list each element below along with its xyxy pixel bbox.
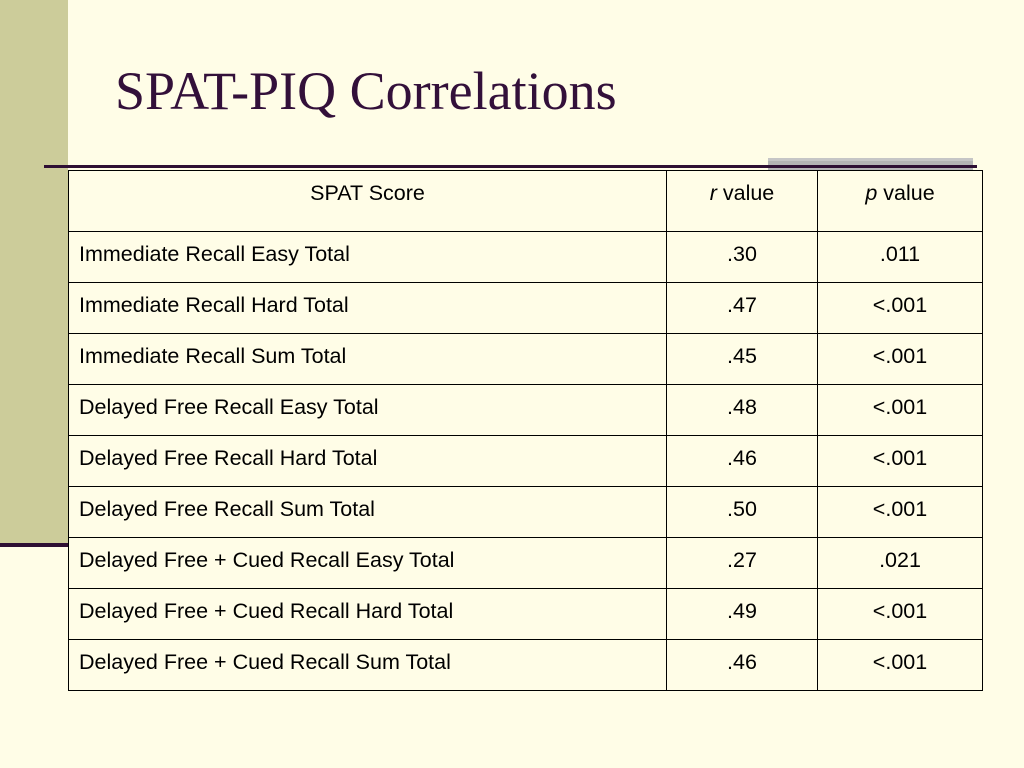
table-row: Delayed Free + Cued Recall Hard Total .4… [68,588,983,640]
r-value-cell: .48 [666,384,818,436]
table-row: Delayed Free + Cued Recall Sum Total .46… [68,639,983,691]
score-cell: Delayed Free + Cued Recall Easy Total [68,537,667,589]
table-row: Delayed Free Recall Hard Total .46 <.001 [68,435,983,487]
p-suffix: value [877,181,935,205]
table-row: Delayed Free + Cued Recall Easy Total .2… [68,537,983,589]
p-value-cell: <.001 [817,282,983,334]
r-value-cell: .46 [666,639,818,691]
table-row: Immediate Recall Easy Total .30 .011 [68,231,983,283]
score-cell: Delayed Free Recall Easy Total [68,384,667,436]
table-row: Delayed Free Recall Easy Total .48 <.001 [68,384,983,436]
header-r-value: r value [666,170,818,232]
score-cell: Delayed Free + Cued Recall Hard Total [68,588,667,640]
header-p-value: p value [817,170,983,232]
r-value-cell: .30 [666,231,818,283]
p-value-cell: <.001 [817,435,983,487]
r-symbol: r [709,181,717,205]
correlations-table: SPAT Score r value p value Immediate Rec… [68,170,983,691]
r-value-cell: .47 [666,282,818,334]
table-row: Immediate Recall Hard Total .47 <.001 [68,282,983,334]
r-value-cell: .50 [666,486,818,538]
score-cell: Delayed Free + Cued Recall Sum Total [68,639,667,691]
p-value-cell: <.001 [817,588,983,640]
table-header-row: SPAT Score r value p value [68,170,983,232]
score-cell: Immediate Recall Easy Total [68,231,667,283]
p-symbol: p [865,181,878,205]
r-suffix: value [716,181,775,205]
score-cell: Delayed Free Recall Sum Total [68,486,667,538]
p-value-cell: <.001 [817,384,983,436]
score-cell: Immediate Recall Hard Total [68,282,667,334]
r-value-cell: .27 [666,537,818,589]
r-value-cell: .49 [666,588,818,640]
header-spat-score: SPAT Score [68,170,667,232]
p-value-cell: <.001 [817,486,983,538]
table-row: Immediate Recall Sum Total .45 <.001 [68,333,983,385]
score-cell: Delayed Free Recall Hard Total [68,435,667,487]
p-value-cell: .021 [817,537,983,589]
r-value-cell: .46 [666,435,818,487]
p-value-cell: .011 [817,231,983,283]
band-bottom-line [0,543,68,547]
r-value-cell: .45 [666,333,818,385]
title-rule [44,165,977,168]
table-row: Delayed Free Recall Sum Total .50 <.001 [68,486,983,538]
score-cell: Immediate Recall Sum Total [68,333,667,385]
left-decorative-band [0,0,68,545]
p-value-cell: <.001 [817,639,983,691]
p-value-cell: <.001 [817,333,983,385]
slide-title: SPAT-PIQ Correlations [115,61,617,121]
